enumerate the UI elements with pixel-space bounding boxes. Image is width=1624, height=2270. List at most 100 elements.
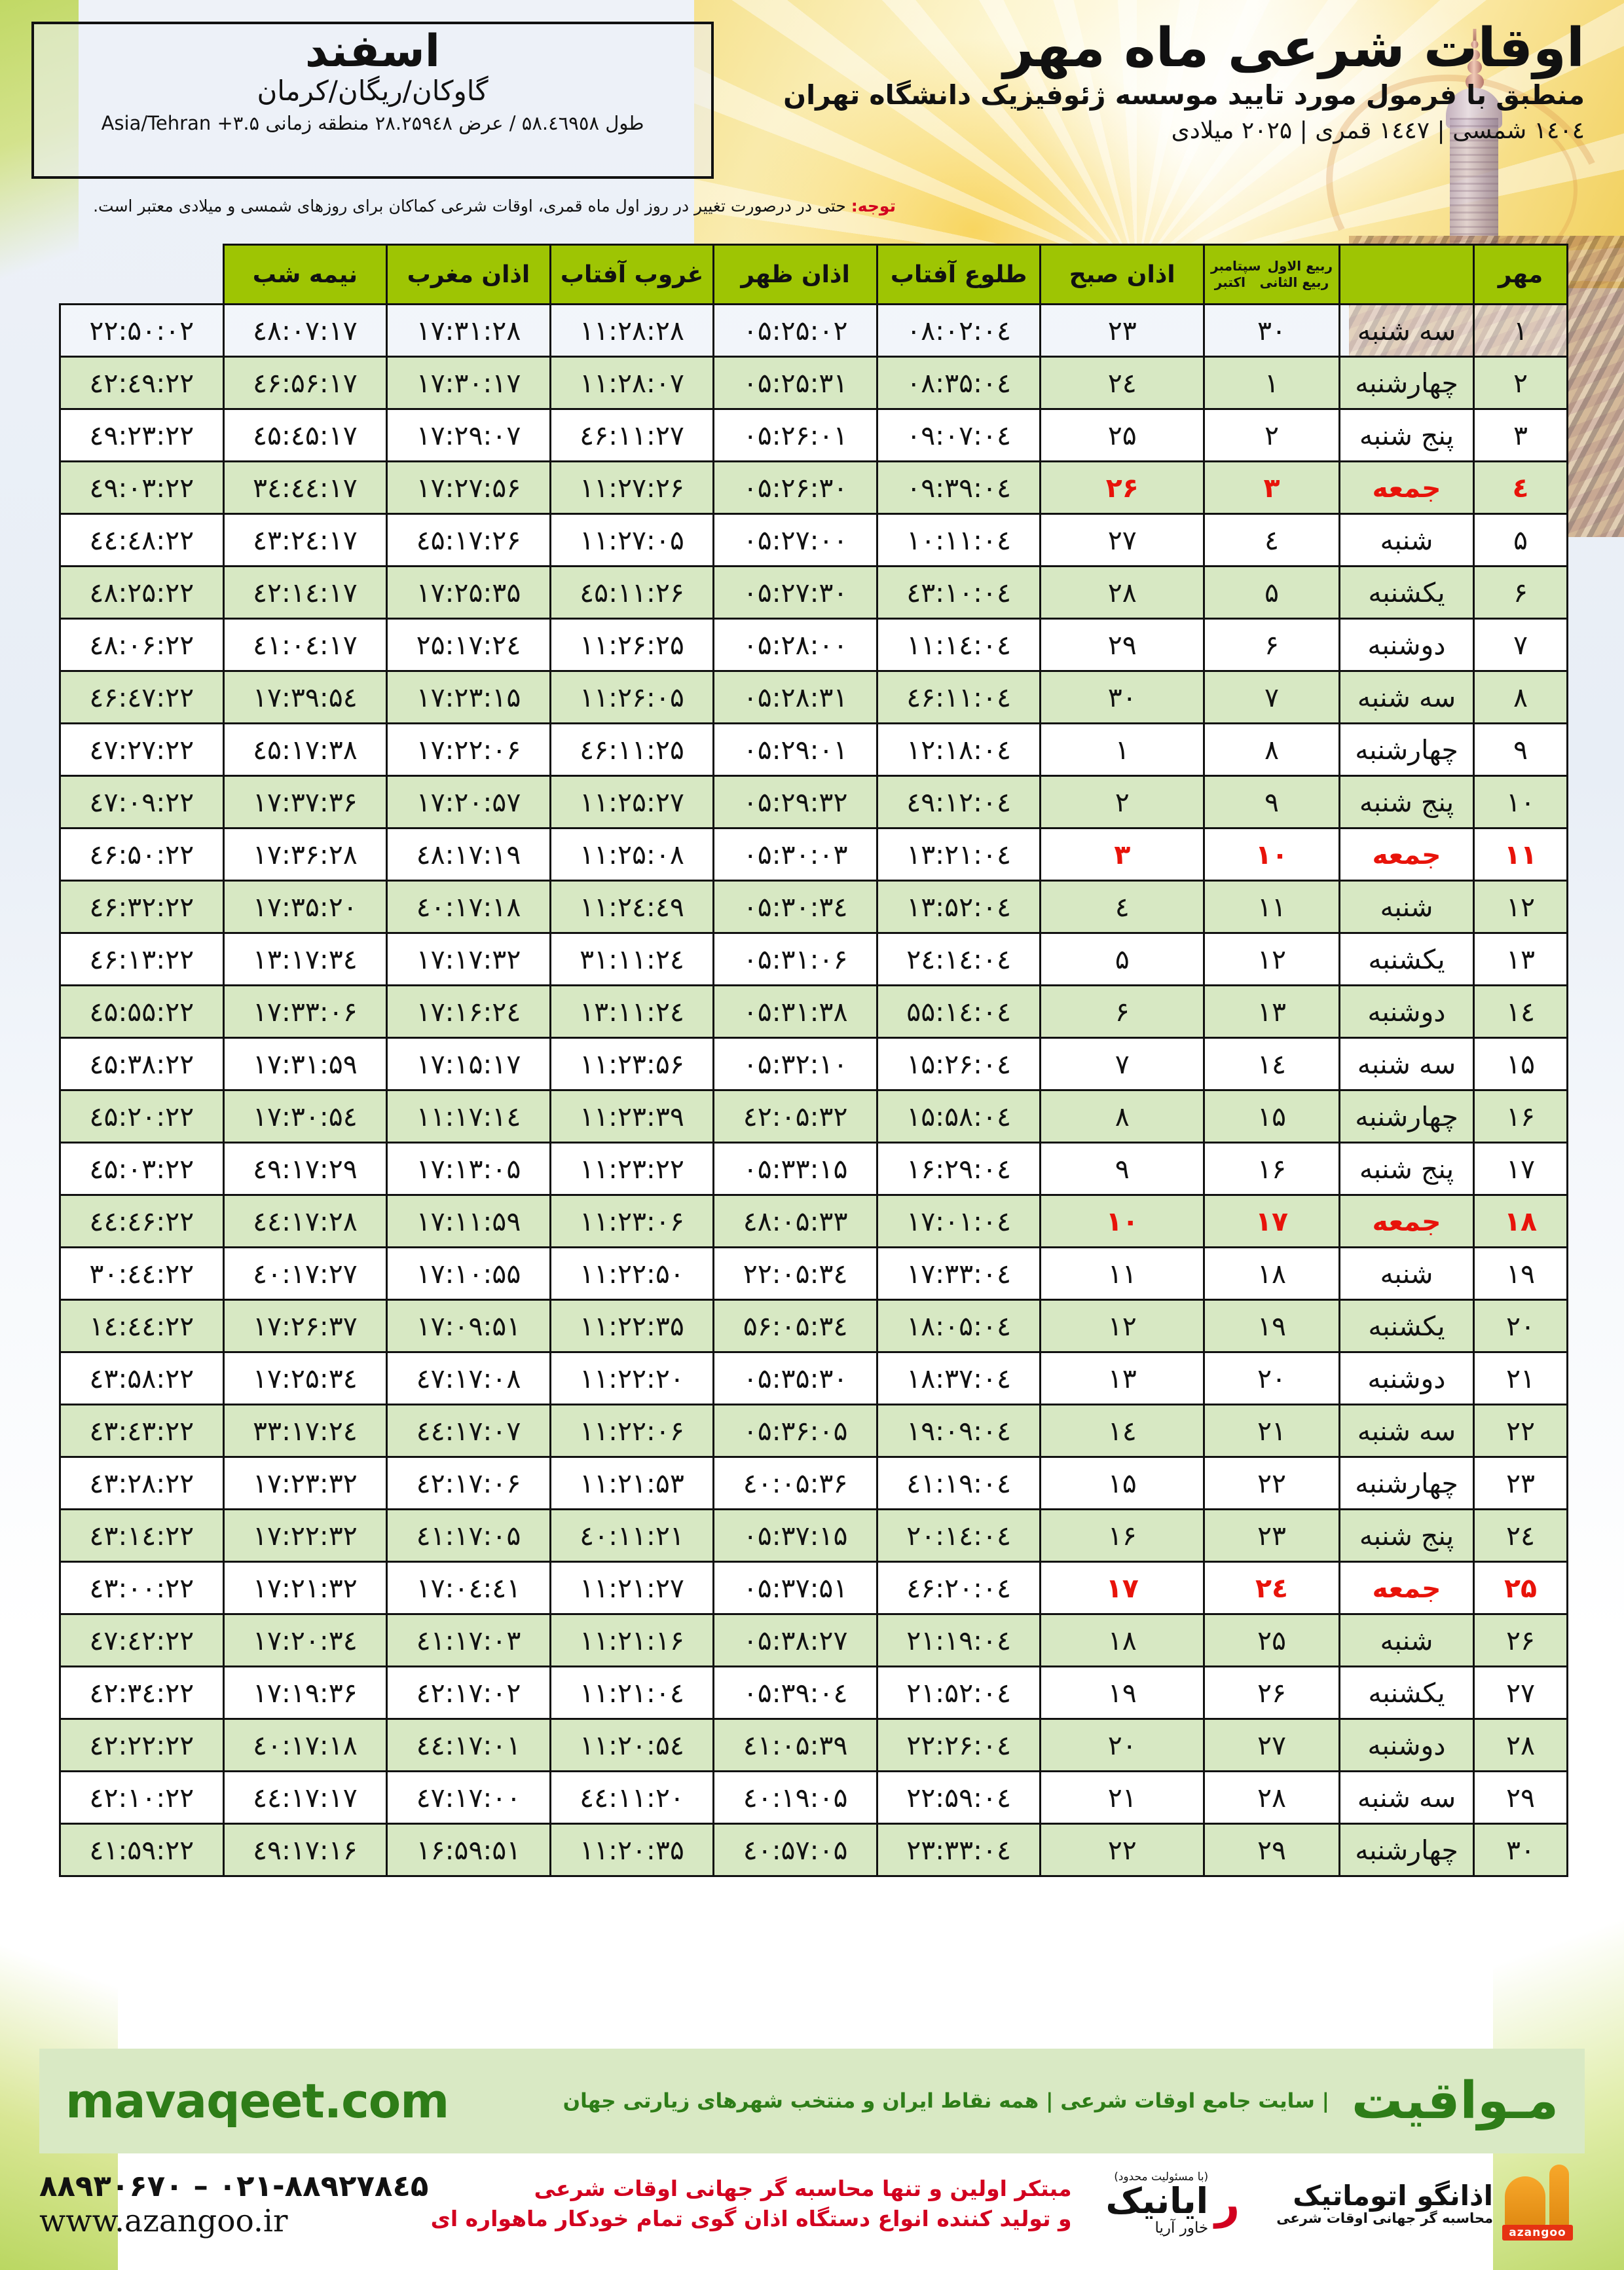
cell-weekday: شنبه	[1338, 513, 1475, 567]
cell-sunset: ۱۷:۱۹:٤۸	[386, 827, 551, 882]
cell-sunset: ۱۷:۲٤:۲۵	[386, 618, 551, 672]
table-row: ۲۰ یکشنبه ۱۹ ۱۲ ۰٤:۱۸:۰۵ ۰۵:۳٤:۵۶ ۱۱:۲۲:۳۵ ۱۷:۰…	[59, 1299, 1568, 1353]
cell-dhuhr: ۱۱:۲٤:٤۹	[549, 880, 715, 934]
cell-qamari: ۱۹	[1039, 1665, 1205, 1720]
cell-fajr: ۰٤:۱۵:۵۸	[876, 1089, 1042, 1144]
cell-midnight: ۲۲:٤۳:۰۰	[59, 1561, 225, 1615]
cell-maghrib: ۱۷:٤۳:۲٤	[222, 513, 388, 567]
cell-maghrib: ۱۷:۲٤:۳۳	[222, 1404, 388, 1458]
cell-fajr: ۰٤:۲۲:۲۶	[876, 1718, 1042, 1772]
month-name: اسفند	[304, 26, 441, 77]
cell-maghrib: ۱۷:۳۱:۵۹	[222, 1037, 388, 1091]
cell-dhuhr: ۱۱:۲۶:٤۵	[549, 565, 715, 620]
cell-sunrise: ۰۵:۳۶:۰۵	[712, 1404, 878, 1458]
table-row: ۲۳ چهارشنبه ۲۲ ۱۵ ۰٤:۱۹:٤۱ ۰۵:۳۶:٤۰ ۱۱:۲۱:۵۳ ۱۷…	[59, 1456, 1568, 1510]
cell-weekday: شنبه	[1338, 1613, 1475, 1667]
cell-dhuhr: ۱۱:۲۷:۰۵	[549, 513, 715, 567]
cell-fajr: ۰٤:۰۹:۰۷	[876, 408, 1042, 462]
footer-site-url[interactable]: mavaqeet.com	[65, 2074, 449, 2129]
cell-sunset: ۱۷:۰۷:٤٤	[386, 1404, 551, 1458]
cell-fajr: ۰٤:۰۹:۳۹	[876, 460, 1042, 515]
cell-day: ۱۲	[1473, 880, 1568, 934]
cell-midnight: ۲۲:٤۷:۲۷	[59, 722, 225, 777]
coordinates-timezone: طول ۵۸.٤٦٩٥۸ / عرض ۲۸.۲۵۹٤۸ منطقه زمانی …	[101, 111, 644, 134]
cell-miladi: ۲۸	[1203, 1770, 1340, 1825]
cell-sunrise: ۰۵:٤۰:۱۹	[712, 1770, 878, 1825]
title-block: اوقات شرعی ماه مهر منطبق با فرمول مورد ت…	[707, 18, 1585, 144]
table-row: ۲۶ شنبه ۲۵ ۱۸ ۰٤:۲۱:۱۹ ۰۵:۳۸:۲۷ ۱۱:۲۱:۱۶ ۱۷:۰۳:…	[59, 1613, 1568, 1667]
cell-qamari: ۲	[1039, 775, 1205, 829]
cell-fajr: ۰٤:۲۱:۵۲	[876, 1665, 1042, 1720]
cell-midnight: ۲۲:٤۲:۲۲	[59, 1718, 225, 1772]
cell-midnight: ۲۲:٤۵:۲۰	[59, 1089, 225, 1144]
slogan-line-2: و تولید کننده انواع دستگاه اذان گوی تمام…	[430, 2206, 1072, 2231]
cell-sunrise: ۰۵:۳۸:۲۷	[712, 1613, 878, 1667]
cell-sunrise: ۰۵:۳۱:۰۶	[712, 932, 878, 986]
table-row: ۱۲ شنبه ۱۱ ٤ ۰٤:۱۳:۵۲ ۰۵:۳۰:۳٤ ۱۱:۲٤:٤۹ ۱۷:۱۸:٤…	[59, 880, 1568, 934]
cell-miladi: ۱	[1203, 356, 1340, 410]
contact-website[interactable]: www.azangoo.ir	[39, 2203, 288, 2239]
table-row: ۲ چهارشنبه ۱ ۲٤ ۰٤:۰۸:۳۵ ۰۵:۲۵:۳۱ ۱۱:۲۸:۰۷ ۱۷:۳…	[59, 356, 1568, 410]
table-row: ۱٤ دوشنبه ۱۳ ۶ ۰٤:۱٤:۵۵ ۰۵:۳۱:۳۸ ۱۱:۲٤:۱۳ ۱۷:۱۶…	[59, 984, 1568, 1039]
cell-fajr: ۰٤:۱٤:۲٤	[876, 932, 1042, 986]
cell-sunrise: ۰۵:۲۵:۳۱	[712, 356, 878, 410]
cell-maghrib: ۱۷:۱۹:۳۶	[222, 1665, 388, 1720]
cell-sunset: ۱۷:۱۳:۰۵	[386, 1142, 551, 1196]
cell-dhuhr: ۱۱:۲۳:۰۶	[549, 1194, 715, 1248]
cell-maghrib: ۱۷:٤٤:۳٤	[222, 460, 388, 515]
cell-midnight: ۲۲:٤۶:۳۲	[59, 880, 225, 934]
cell-miladi: ۹	[1203, 775, 1340, 829]
table-row: ۹ چهارشنبه ۸ ۱ ۰٤:۱۲:۱۸ ۰۵:۲۹:۰۱ ۱۱:۲۵:٤۶ ۱۷:۲۲…	[59, 722, 1568, 777]
cell-maghrib: ۱۷:۱۷:٤٤	[222, 1770, 388, 1825]
cell-weekday: یکشنبه	[1338, 932, 1475, 986]
cell-sunset: ۱۷:۲۲:۰۶	[386, 722, 551, 777]
cell-weekday: چهارشنبه	[1338, 722, 1475, 777]
table-row: ۱۷ پنج شنبه ۱۶ ۹ ۰٤:۱۶:۲۹ ۰۵:۳۳:۱۵ ۱۱:۲۳:۲۲ ۱۷:…	[59, 1142, 1568, 1196]
cell-dhuhr: ۱۱:۲٤:۱۳	[549, 984, 715, 1039]
cell-day: ٤	[1473, 460, 1568, 515]
cell-weekday: چهارشنبه	[1338, 1823, 1475, 1877]
cell-qamari: ۱۵	[1039, 1456, 1205, 1510]
cell-midnight: ۲۲:٤٤:٤۶	[59, 1194, 225, 1248]
cell-day: ۵	[1473, 513, 1568, 567]
header-qamari-second: ربیع الثانی	[1259, 274, 1329, 290]
cell-dhuhr: ۱۱:۲۱:٤۰	[549, 1508, 715, 1563]
cell-miladi: ۲۶	[1203, 1665, 1340, 1720]
cell-day: ۲٤	[1473, 1508, 1568, 1563]
header-miladi-october: اکتبر	[1214, 274, 1246, 290]
cell-day: ۲۵	[1473, 1561, 1568, 1615]
cell-dhuhr: ۱۱:۲۵:۰۸	[549, 827, 715, 882]
cell-dhuhr: ۱۱:۲۵:۲۷	[549, 775, 715, 829]
cell-day: ۲۳	[1473, 1456, 1568, 1510]
cell-sunrise: ۰۵:۲۶:۰۱	[712, 408, 878, 462]
cell-sunrise: ۰۵:۲۶:۳۰	[712, 460, 878, 515]
cell-day: ۲	[1473, 356, 1568, 410]
cell-dhuhr: ۱۱:۲۲:۵۰	[549, 1246, 715, 1301]
cell-miladi: ۲۰	[1203, 1351, 1340, 1405]
company-slogan: مبتکر اولین و تنها محاسبه گر جهانی اوقات…	[431, 2174, 1072, 2234]
cell-sunset: ۱۷:۱۸:٤۰	[386, 880, 551, 934]
cell-day: ۱۸	[1473, 1194, 1568, 1248]
cell-day: ۱	[1473, 303, 1568, 358]
cell-maghrib: ۱۷:۲۶:۳۷	[222, 1299, 388, 1353]
cell-weekday: سه شنبه	[1338, 670, 1475, 724]
cell-qamari: ۱۶	[1039, 1508, 1205, 1563]
cell-dhuhr: ۱۱:۲۷:٤۶	[549, 408, 715, 462]
cell-qamari: ۲۱	[1039, 1770, 1205, 1825]
cell-midnight: ۲۲:٤۸:۰۶	[59, 618, 225, 672]
cell-sunrise: ۰۵:۲۹:۳۲	[712, 775, 878, 829]
cell-miladi: ۱۰	[1203, 827, 1340, 882]
cell-maghrib: ۱۷:٤۶:۵۶	[222, 356, 388, 410]
cell-fajr: ۰٤:۱۹:۰۹	[876, 1404, 1042, 1458]
rayanic-note: (با مسئولیت محدود)	[1114, 2170, 1209, 2184]
cell-midnight: ۲۲:٤۳:۲۸	[59, 1456, 225, 1510]
cell-maghrib: ۱۷:٤۲:۱٤	[222, 565, 388, 620]
cell-miladi: ۲۲	[1203, 1456, 1340, 1510]
table-row: ۳۰ چهارشنبه ۲۹ ۲۲ ۰٤:۲۳:۳۳ ۰۵:٤۰:۵۷ ۱۱:۲۰:۳۵ ۱۶…	[59, 1823, 1568, 1877]
table-row: ۱۸ جمعه ۱۷ ۱۰ ۰٤:۱۷:۰۱ ۰۵:۳۳:٤۸ ۱۱:۲۳:۰۶ ۱۷:۱۱:…	[59, 1194, 1568, 1248]
cell-midnight: ۲۲:٤۳:۵۸	[59, 1351, 225, 1405]
cell-sunset: ۱۷:۳۱:۲۸	[386, 303, 551, 358]
mosque-icon: azangoo	[1501, 2165, 1574, 2241]
note-keyword: توجه:	[851, 196, 896, 215]
cell-dhuhr: ۱۱:۲۳:۵۶	[549, 1037, 715, 1091]
